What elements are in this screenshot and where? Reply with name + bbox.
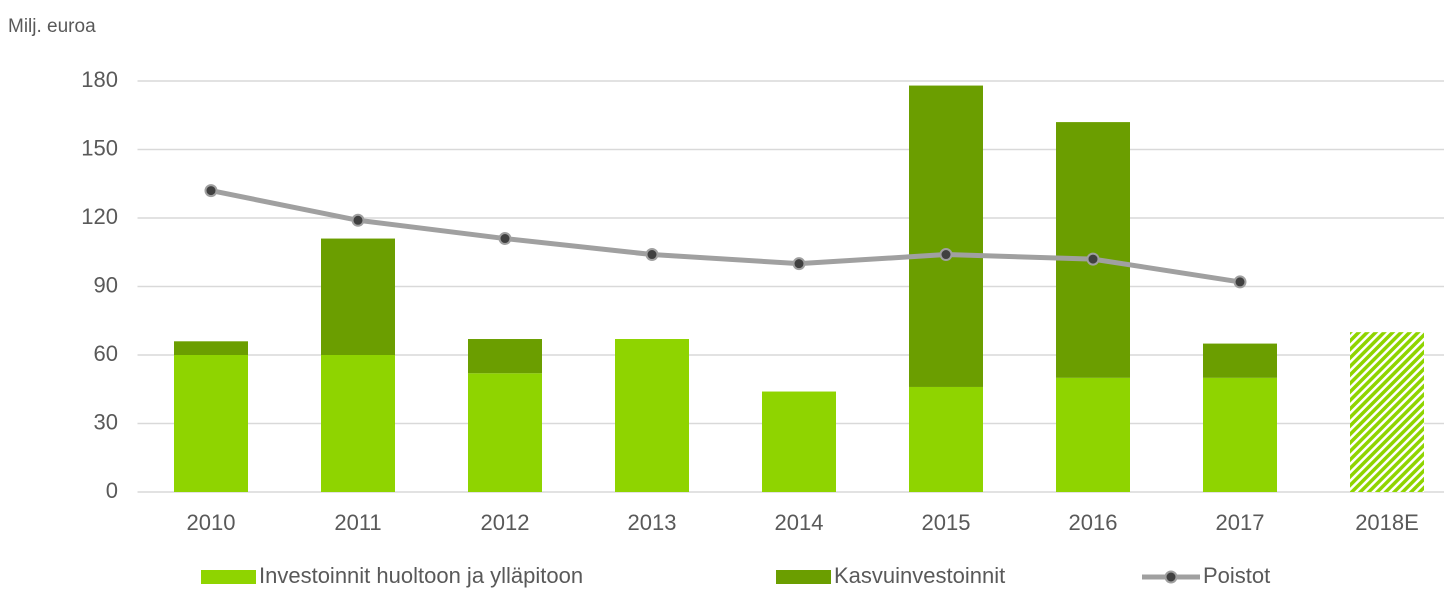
bar xyxy=(174,341,248,355)
legend-label: Poistot xyxy=(1203,563,1270,588)
y-tick-label: 150 xyxy=(81,135,118,160)
x-tick-label: 2011 xyxy=(334,510,381,535)
x-tick-label: 2014 xyxy=(775,510,824,535)
legend-swatch xyxy=(201,570,256,584)
bar xyxy=(909,85,983,387)
legend-label: Investoinnit huoltoon ja ylläpitoon xyxy=(259,563,583,588)
x-tick-label: 2017 xyxy=(1216,510,1265,535)
line-marker xyxy=(939,248,953,262)
y-tick-label: 90 xyxy=(94,272,118,297)
bar xyxy=(909,386,983,492)
bar xyxy=(1203,377,1277,492)
y-tick-label: 180 xyxy=(81,67,118,92)
line-marker xyxy=(351,213,365,227)
bar xyxy=(615,339,689,492)
legend-marker xyxy=(1164,570,1178,584)
y-tick-label: 30 xyxy=(94,409,118,434)
x-tick-label: 2013 xyxy=(628,510,677,535)
y-tick-label: 120 xyxy=(81,204,118,229)
bar xyxy=(1203,343,1277,378)
line xyxy=(210,188,1241,285)
bar xyxy=(1056,377,1130,492)
y-tick-label: 60 xyxy=(94,341,118,366)
line-marker xyxy=(1233,275,1247,289)
bar xyxy=(762,391,836,492)
line-marker xyxy=(792,257,806,271)
bar xyxy=(321,238,395,355)
bar xyxy=(1350,332,1424,492)
bar xyxy=(1056,122,1130,378)
x-tick-label: 2015 xyxy=(922,510,971,535)
bar xyxy=(468,373,542,492)
line-marker xyxy=(1086,252,1100,266)
x-tick-label: 2012 xyxy=(481,510,530,535)
line-marker xyxy=(204,184,218,198)
legend-swatch xyxy=(776,570,831,584)
x-tick-label: 2016 xyxy=(1069,510,1118,535)
y-axis-label: Milj. euroa xyxy=(8,16,96,37)
y-tick-label: 0 xyxy=(106,478,118,503)
bar xyxy=(174,355,248,492)
bar xyxy=(468,339,542,374)
x-tick-label: 2010 xyxy=(187,510,236,535)
bar xyxy=(321,355,395,492)
line-marker xyxy=(645,248,659,262)
x-tick-label: 2018E xyxy=(1355,510,1419,535)
line-marker xyxy=(498,232,512,246)
legend-label: Kasvuinvestoinnit xyxy=(834,563,1005,588)
